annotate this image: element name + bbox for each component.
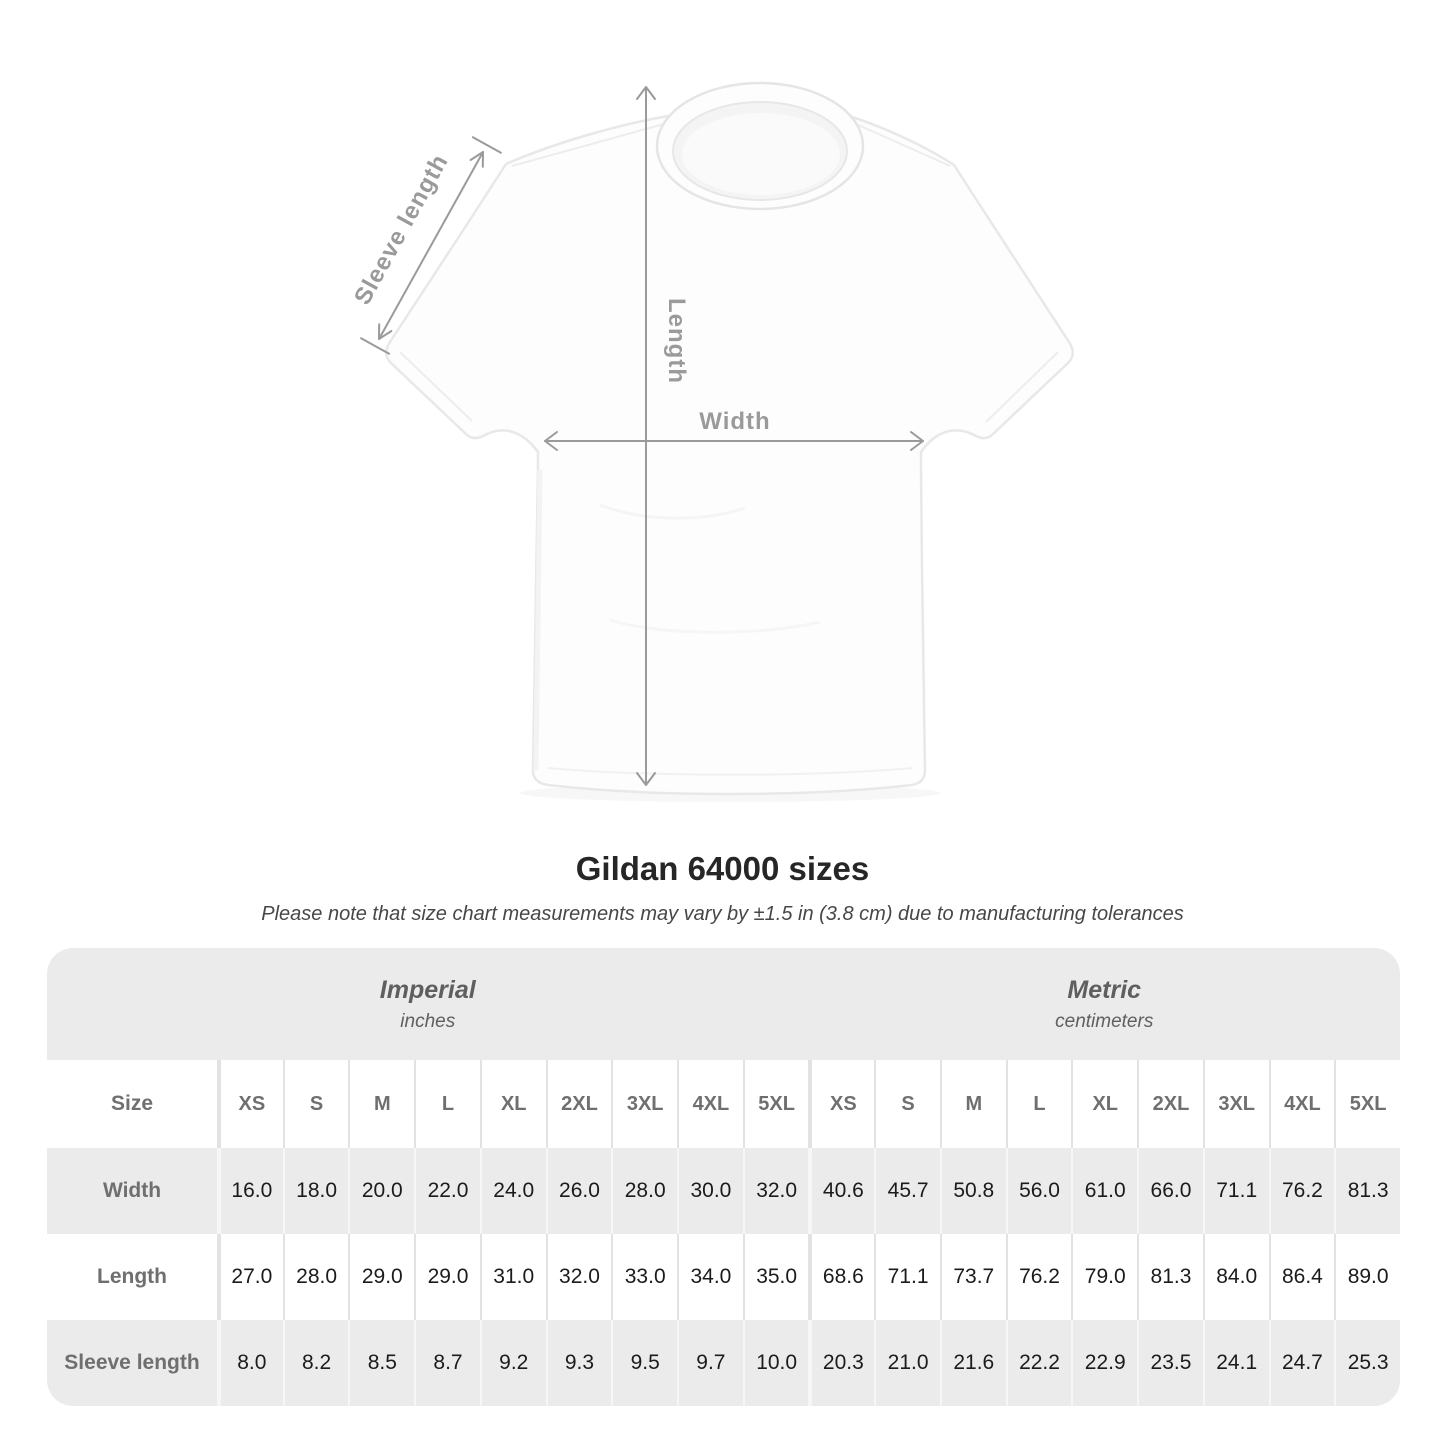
value-cell: 8.0: [217, 1320, 283, 1406]
value-cell: 8.2: [282, 1320, 349, 1406]
value-cell: 22.2: [1005, 1320, 1072, 1406]
value-cell: 26.0: [545, 1148, 612, 1234]
value-cell: 68.6: [808, 1234, 875, 1320]
value-cell: 84.0: [1202, 1234, 1269, 1320]
value-cell: 8.5: [348, 1320, 415, 1406]
value-cell: 61.0: [1071, 1148, 1138, 1234]
tshirt-measurement-diagram: Width Length Sleeve length: [348, 81, 1074, 796]
value-cell: 9.3: [545, 1320, 612, 1406]
value-cell: 66.0: [1137, 1148, 1203, 1234]
size-table: Imperial inches Metric centimeters Size …: [47, 948, 1400, 1406]
value-cell: 24.7: [1268, 1320, 1335, 1406]
value-cell: 35.0: [742, 1234, 809, 1320]
metric-group-unit: centimeters: [1055, 1010, 1154, 1032]
size-header-cell: S: [874, 1060, 940, 1148]
length-label: Length: [663, 298, 690, 384]
size-header-cell: 5XL: [742, 1060, 809, 1148]
value-cell: 18.0: [282, 1148, 349, 1234]
value-cell: 33.0: [611, 1234, 678, 1320]
size-header-cell: L: [1005, 1060, 1072, 1148]
value-cell: 30.0: [677, 1148, 743, 1234]
value-cell: 28.0: [282, 1234, 349, 1320]
tshirt-illustration: Width Length Sleeve length: [348, 81, 1074, 796]
value-cell: 21.0: [874, 1320, 940, 1406]
value-cell: 81.3: [1334, 1148, 1400, 1234]
tshirt-graphic: [385, 108, 1074, 796]
value-cell: 76.2: [1268, 1148, 1335, 1234]
unit-group-metric: Metric centimeters: [808, 948, 1400, 1060]
size-header-cell: XS: [808, 1060, 875, 1148]
value-cell: 9.5: [611, 1320, 678, 1406]
value-cell: 27.0: [217, 1234, 283, 1320]
size-header-cell: L: [414, 1060, 480, 1148]
width-label: Width: [699, 408, 770, 435]
size-header-cell: 5XL: [1334, 1060, 1400, 1148]
imperial-group-unit: inches: [400, 1010, 456, 1032]
value-cell: 71.1: [1202, 1148, 1269, 1234]
value-cell: 25.3: [1334, 1320, 1400, 1406]
length-arrow: [636, 86, 656, 786]
value-cell: 32.0: [742, 1148, 809, 1234]
value-cell: 22.9: [1071, 1320, 1138, 1406]
value-cell: 21.6: [939, 1320, 1006, 1406]
value-cell: 76.2: [1005, 1234, 1072, 1320]
value-cell: 73.7: [939, 1234, 1006, 1320]
value-cell: 40.6: [808, 1148, 875, 1234]
value-cell: 29.0: [348, 1234, 415, 1320]
value-cell: 24.0: [479, 1148, 546, 1234]
value-cell: 50.8: [939, 1148, 1006, 1234]
size-header-cell: M: [939, 1060, 1006, 1148]
value-cell: 56.0: [1005, 1148, 1072, 1234]
value-cell: 20.0: [348, 1148, 415, 1234]
value-cell: 31.0: [479, 1234, 546, 1320]
value-cell: 23.5: [1137, 1320, 1203, 1406]
value-cell: 28.0: [611, 1148, 678, 1234]
width-arrow: [544, 431, 924, 451]
collar: [655, 81, 865, 211]
size-column-header: Size: [47, 1060, 217, 1148]
value-cell: 9.7: [677, 1320, 743, 1406]
value-cell: 86.4: [1268, 1234, 1335, 1320]
size-header-cell: 3XL: [1202, 1060, 1269, 1148]
size-header-cell: 4XL: [1268, 1060, 1335, 1148]
unit-group-imperial: Imperial inches: [47, 948, 809, 1060]
value-cell: 89.0: [1334, 1234, 1400, 1320]
value-cell: 79.0: [1071, 1234, 1138, 1320]
value-cell: 24.1: [1202, 1320, 1269, 1406]
imperial-group-label: Imperial: [379, 975, 476, 1004]
value-cell: 8.7: [414, 1320, 480, 1406]
value-cell: 10.0: [742, 1320, 809, 1406]
size-header-cell: XS: [217, 1060, 283, 1148]
value-cell: 81.3: [1137, 1234, 1203, 1320]
value-cell: 16.0: [217, 1148, 283, 1234]
value-cell: 9.2: [479, 1320, 546, 1406]
value-cell: 45.7: [874, 1148, 940, 1234]
size-header-cell: M: [348, 1060, 415, 1148]
size-header-cell: 2XL: [545, 1060, 612, 1148]
metric-group-label: Metric: [1067, 975, 1142, 1004]
row-label-length: Length: [47, 1234, 217, 1320]
value-cell: 71.1: [874, 1234, 940, 1320]
value-cell: 29.0: [414, 1234, 480, 1320]
tolerance-note: Please note that size chart measurements…: [261, 903, 1184, 925]
size-header-cell: 2XL: [1137, 1060, 1203, 1148]
size-header-cell: 4XL: [677, 1060, 743, 1148]
size-header-cell: XL: [1071, 1060, 1138, 1148]
size-header-cell: S: [282, 1060, 349, 1148]
row-label-sleeve-length: Sleeve length: [47, 1320, 217, 1406]
row-label-width: Width: [47, 1148, 217, 1234]
value-cell: 32.0: [545, 1234, 612, 1320]
sleeve-length-arrow: [360, 136, 502, 355]
size-header-cell: 3XL: [611, 1060, 678, 1148]
size-header-cell: XL: [479, 1060, 546, 1148]
shirt-seams: [399, 123, 1059, 776]
value-cell: 34.0: [677, 1234, 743, 1320]
value-cell: 22.0: [414, 1148, 480, 1234]
page-title: Gildan 64000 sizes: [575, 850, 870, 887]
value-cell: 20.3: [808, 1320, 875, 1406]
